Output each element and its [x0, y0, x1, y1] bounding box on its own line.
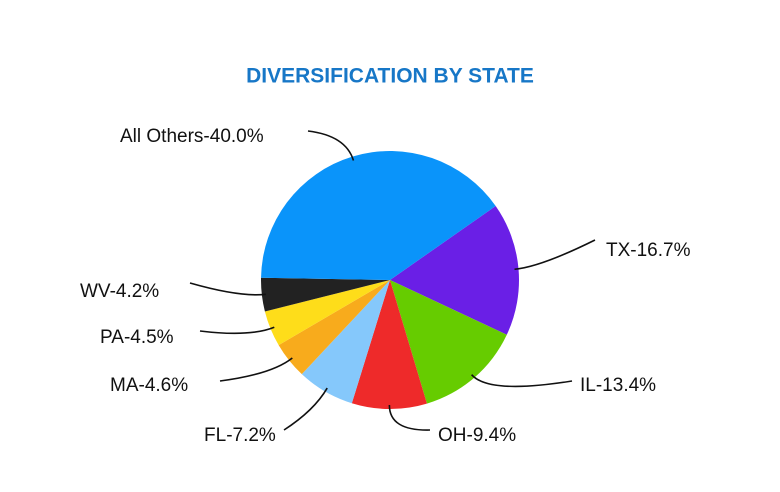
slice-category: TX [606, 240, 631, 261]
slice-value-label: -13.4% [596, 375, 656, 396]
slice-value-label: -16.7% [630, 240, 690, 261]
leader-line [388, 404, 431, 431]
leader-line [307, 130, 355, 161]
slice-value-label: -40.0% [203, 126, 263, 147]
slice-category: PA [100, 327, 124, 348]
pie-slice [390, 206, 519, 335]
leader-line [471, 374, 573, 388]
leader-line [283, 387, 328, 431]
slice-category: MA [110, 375, 139, 396]
slice-label: PA-4.5% [100, 327, 174, 348]
slice-value-label: -4.5% [124, 327, 174, 348]
slice-label: FL-7.2% [204, 425, 276, 446]
slice-category: WV [80, 281, 111, 302]
slice-value-label: -9.4% [467, 425, 517, 446]
pie [261, 150, 519, 409]
slice-category: FL [204, 425, 226, 446]
leader-line [219, 357, 293, 382]
slice-label: TX-16.7% [606, 240, 691, 261]
pie-slice [301, 280, 390, 404]
slice-label: IL-13.4% [580, 375, 656, 396]
leader-line [189, 282, 266, 296]
pie-slice [261, 277, 390, 312]
leader-line [514, 239, 596, 271]
slice-category: OH [438, 425, 467, 446]
pie-slice [264, 280, 390, 346]
leader-line [199, 326, 275, 335]
slice-label: All Others-40.0% [120, 126, 264, 147]
pie-slice [351, 280, 427, 409]
slice-label: WV-4.2% [80, 281, 159, 302]
slice-category: All Others [120, 126, 203, 147]
slice-value-label: -7.2% [226, 425, 276, 446]
slice-value-label: -4.2% [110, 281, 160, 302]
labels: TX-16.7%IL-13.4%OH-9.4%FL-7.2%MA-4.6%PA-… [80, 126, 691, 446]
pie-slice [278, 280, 390, 375]
pie-slice [261, 150, 496, 280]
slice-category: IL [580, 375, 596, 396]
slice-label: MA-4.6% [110, 375, 188, 396]
slice-value-label: -4.6% [139, 375, 189, 396]
pie-slice [390, 280, 507, 404]
slice-label: OH-9.4% [438, 425, 516, 446]
chart-title: DIVERSIFICATION BY STATE [246, 65, 534, 88]
